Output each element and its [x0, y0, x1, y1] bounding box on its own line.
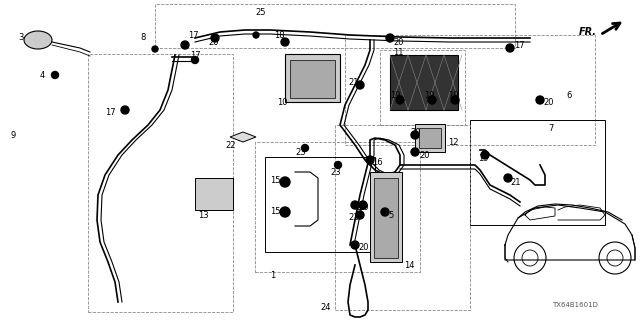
Bar: [370, 172, 402, 262]
Circle shape: [335, 162, 342, 169]
Polygon shape: [230, 132, 256, 142]
Text: 13: 13: [198, 211, 209, 220]
Bar: [415, 124, 445, 152]
Text: 20: 20: [419, 150, 429, 159]
Text: 23: 23: [295, 148, 306, 156]
Text: 1: 1: [270, 270, 275, 279]
Text: 21: 21: [510, 178, 520, 187]
Text: 17: 17: [188, 30, 198, 39]
Text: 19: 19: [390, 91, 401, 100]
Text: TX64B1601D: TX64B1601D: [552, 302, 598, 308]
Text: 21: 21: [348, 213, 358, 222]
Text: 25: 25: [255, 7, 266, 17]
Circle shape: [121, 106, 129, 114]
Bar: [255, 142, 420, 272]
Circle shape: [396, 96, 404, 104]
Text: 20: 20: [358, 204, 369, 212]
Text: 19: 19: [448, 91, 458, 100]
Text: 20: 20: [358, 244, 369, 252]
Circle shape: [359, 201, 367, 209]
Circle shape: [411, 148, 419, 156]
Circle shape: [428, 96, 436, 104]
Circle shape: [181, 41, 189, 49]
Circle shape: [381, 208, 389, 216]
Circle shape: [481, 151, 489, 159]
Ellipse shape: [24, 31, 52, 49]
Text: 20: 20: [208, 37, 218, 46]
Bar: [374, 178, 398, 258]
Circle shape: [152, 46, 158, 52]
Text: 18: 18: [274, 30, 285, 39]
Text: 17: 17: [190, 51, 200, 60]
Circle shape: [386, 34, 394, 42]
Bar: [195, 178, 233, 210]
Circle shape: [504, 174, 512, 182]
Circle shape: [301, 145, 308, 151]
Bar: [290, 60, 335, 98]
Text: 15: 15: [270, 175, 280, 185]
Circle shape: [280, 177, 290, 187]
Text: 23: 23: [330, 167, 340, 177]
Bar: [265, 157, 375, 252]
Text: 20: 20: [410, 127, 420, 137]
Bar: [390, 55, 458, 110]
Text: 16: 16: [372, 157, 383, 166]
Circle shape: [356, 81, 364, 89]
Text: 4: 4: [40, 70, 45, 79]
Bar: [335, 125, 470, 310]
Text: 17: 17: [105, 108, 116, 116]
Text: 20: 20: [393, 37, 403, 46]
Text: 8: 8: [140, 33, 145, 42]
Circle shape: [351, 241, 359, 249]
Bar: [155, 4, 515, 48]
Text: 17: 17: [514, 41, 525, 50]
Bar: [380, 50, 465, 125]
Text: FR.: FR.: [579, 27, 597, 37]
Text: 7: 7: [548, 124, 554, 132]
Text: 5: 5: [388, 211, 393, 220]
Bar: [470, 120, 605, 225]
Bar: [345, 35, 595, 145]
Circle shape: [351, 201, 359, 209]
Text: 19: 19: [478, 154, 488, 163]
Bar: [88, 54, 233, 312]
Bar: [419, 128, 441, 148]
Circle shape: [191, 57, 198, 63]
Bar: [285, 54, 340, 102]
Text: 3: 3: [18, 33, 24, 42]
Text: 9: 9: [10, 131, 15, 140]
Circle shape: [356, 211, 364, 219]
Text: 21: 21: [348, 77, 358, 86]
Circle shape: [366, 156, 374, 164]
Circle shape: [451, 96, 459, 104]
Text: 11: 11: [393, 47, 403, 57]
Text: 10: 10: [277, 98, 287, 107]
Text: 15: 15: [270, 207, 280, 217]
Circle shape: [253, 32, 259, 38]
Circle shape: [51, 71, 58, 78]
Circle shape: [211, 34, 219, 42]
Text: 19: 19: [424, 91, 435, 100]
Text: 22: 22: [225, 140, 236, 149]
Text: 14: 14: [404, 260, 415, 269]
Text: 20: 20: [543, 98, 554, 107]
Circle shape: [280, 207, 290, 217]
Text: 16: 16: [355, 204, 365, 212]
Circle shape: [536, 96, 544, 104]
Circle shape: [281, 38, 289, 46]
Text: 12: 12: [448, 138, 458, 147]
Circle shape: [411, 131, 419, 139]
Text: 24: 24: [320, 303, 330, 313]
Text: 6: 6: [566, 91, 572, 100]
Circle shape: [506, 44, 514, 52]
